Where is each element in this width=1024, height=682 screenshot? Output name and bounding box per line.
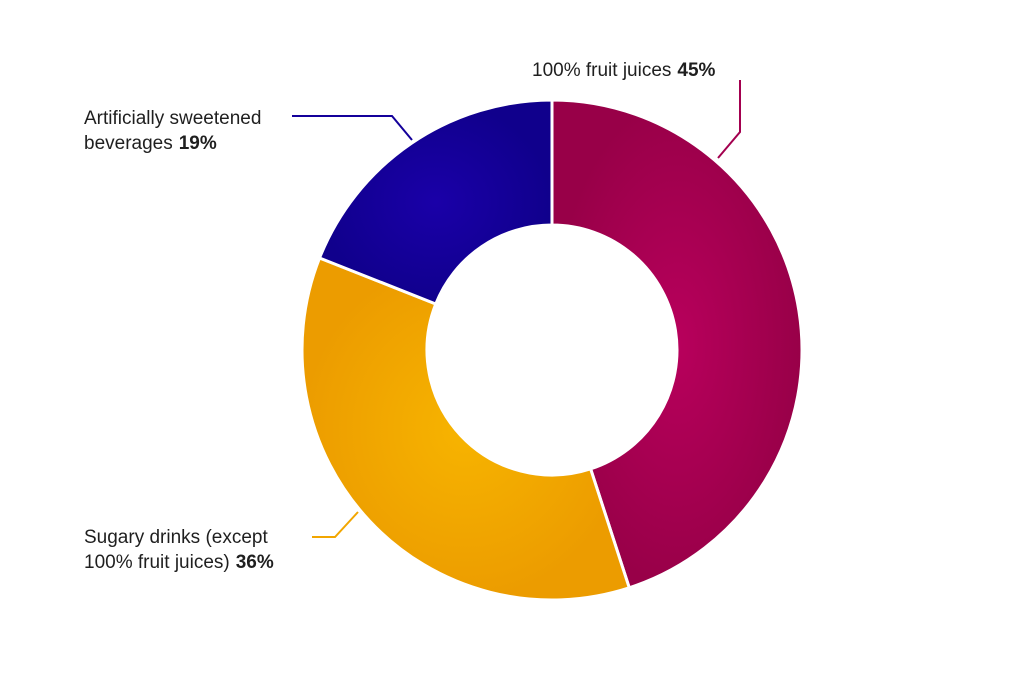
slice-label-fruit-juices: 100% fruit juices 45% (532, 58, 715, 83)
slice-label-artificially-sweetened: Artificially sweetened beverages 19% (84, 106, 304, 156)
slice-label-text: 100% fruit juices (532, 60, 672, 81)
leader-lines (292, 80, 741, 538)
slice-fruit-juices (550, 98, 804, 590)
slice-label-percent: 19% (178, 133, 217, 154)
slice-label-line-1: Artificially sweetened (84, 108, 262, 129)
slice-artificially-sweetened (317, 98, 554, 306)
slice-label-line-2: 100% fruit juices) (84, 552, 230, 573)
slice-label-percent: 36% (235, 552, 274, 573)
slice-label-percent: 45% (677, 60, 716, 81)
donut-slices (300, 98, 804, 602)
leader-line-fruit (717, 80, 741, 159)
leader-line-artificial (292, 115, 413, 141)
slice-sugary-drinks (300, 256, 632, 602)
slice-label-line-1: Sugary drinks (except (84, 527, 268, 548)
slice-label-line-2: beverages (84, 133, 173, 154)
slice-label-sugary-drinks: Sugary drinks (except 100% fruit juices)… (84, 525, 344, 575)
leader-line-sugary (312, 511, 359, 538)
